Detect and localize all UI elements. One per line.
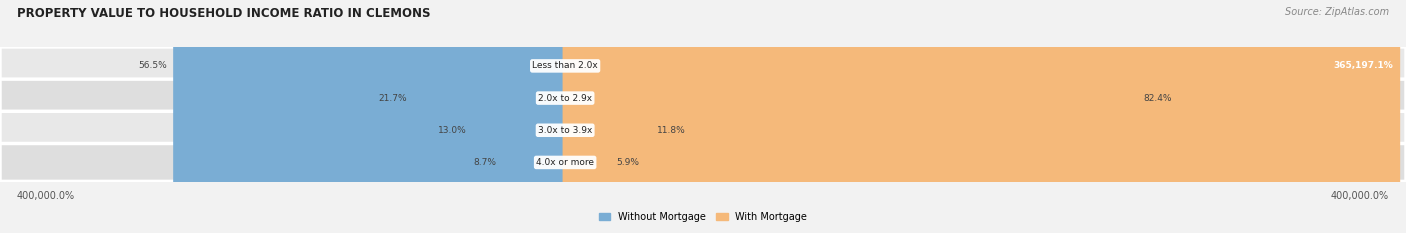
- FancyBboxPatch shape: [562, 0, 1136, 233]
- Text: 2.0x to 2.9x: 2.0x to 2.9x: [538, 94, 592, 103]
- FancyBboxPatch shape: [173, 0, 568, 233]
- Text: Less than 2.0x: Less than 2.0x: [533, 62, 598, 70]
- Text: 13.0%: 13.0%: [439, 126, 467, 135]
- Text: 82.4%: 82.4%: [1143, 94, 1171, 103]
- Text: 400,000.0%: 400,000.0%: [1331, 191, 1389, 201]
- FancyBboxPatch shape: [0, 111, 1406, 149]
- Text: 365,197.1%: 365,197.1%: [1334, 62, 1393, 70]
- Text: 4.0x or more: 4.0x or more: [536, 158, 595, 167]
- Text: 5.9%: 5.9%: [616, 158, 638, 167]
- FancyBboxPatch shape: [502, 0, 568, 233]
- FancyBboxPatch shape: [0, 47, 1406, 85]
- FancyBboxPatch shape: [472, 0, 568, 233]
- Text: Source: ZipAtlas.com: Source: ZipAtlas.com: [1285, 7, 1389, 17]
- Text: 21.7%: 21.7%: [378, 94, 408, 103]
- Text: 11.8%: 11.8%: [657, 126, 685, 135]
- FancyBboxPatch shape: [562, 0, 1400, 233]
- FancyBboxPatch shape: [0, 144, 1406, 181]
- Text: 3.0x to 3.9x: 3.0x to 3.9x: [538, 126, 592, 135]
- Text: 56.5%: 56.5%: [139, 62, 167, 70]
- FancyBboxPatch shape: [562, 0, 650, 233]
- Text: 400,000.0%: 400,000.0%: [17, 191, 75, 201]
- Text: PROPERTY VALUE TO HOUSEHOLD INCOME RATIO IN CLEMONS: PROPERTY VALUE TO HOUSEHOLD INCOME RATIO…: [17, 7, 430, 20]
- FancyBboxPatch shape: [562, 0, 609, 233]
- FancyBboxPatch shape: [413, 0, 568, 233]
- FancyBboxPatch shape: [0, 79, 1406, 117]
- Legend: Without Mortgage, With Mortgage: Without Mortgage, With Mortgage: [595, 208, 811, 226]
- Text: 8.7%: 8.7%: [474, 158, 496, 167]
